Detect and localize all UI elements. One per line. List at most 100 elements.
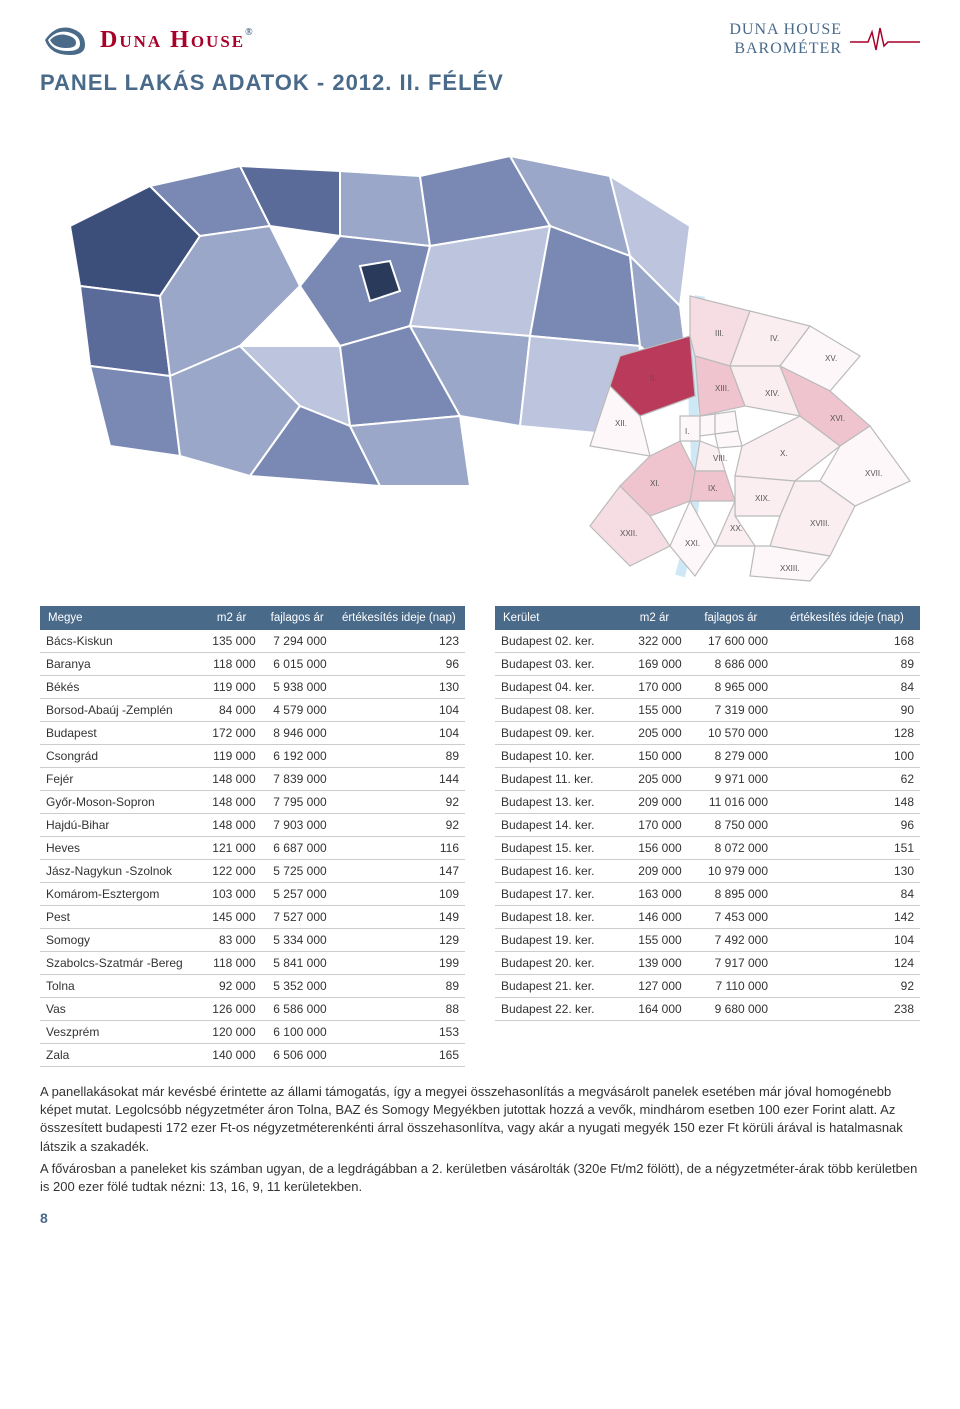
table-row: Komárom-Esztergom103 0005 257 000109 [40,883,465,906]
table-cell: 8 072 000 [688,837,774,860]
table-cell: 10 979 000 [688,860,774,883]
table-row: Tolna92 0005 352 00089 [40,975,465,998]
table-cell: Budapest 19. ker. [495,929,621,952]
table-cell: Heves [40,837,202,860]
table-row: Zala140 0006 506 000165 [40,1044,465,1067]
table-row: Somogy83 0005 334 000129 [40,929,465,952]
table-cell: Tolna [40,975,202,998]
table-cell: 126 000 [202,998,262,1021]
page-title: PANEL LAKÁS ADATOK - 2012. II. félév [40,70,920,96]
col-m2: m2 ár [202,606,262,630]
table-cell: 140 000 [202,1044,262,1067]
table-row: Budapest 13. ker.209 00011 016 000148 [495,791,920,814]
table-row: Fejér148 0007 839 000144 [40,768,465,791]
table-cell: 96 [333,653,465,676]
table-cell: 130 [333,676,465,699]
col-m2-d: m2 ár [621,606,687,630]
svg-text:IX.: IX. [708,484,718,493]
table-row: Jász-Nagykun -Szolnok122 0005 725 000147 [40,860,465,883]
paragraph-1: A panellakásokat már kevésbé érintette a… [40,1083,920,1156]
table-cell: Budapest 22. ker. [495,998,621,1021]
svg-text:XX.: XX. [730,524,743,533]
table-row: Győr-Moson-Sopron148 0007 795 00092 [40,791,465,814]
table-cell: 170 000 [621,814,687,837]
table-row: Csongrád119 0006 192 00089 [40,745,465,768]
table-cell: 7 453 000 [688,906,774,929]
table-row: Heves121 0006 687 000116 [40,837,465,860]
table-cell: 150 000 [621,745,687,768]
table-cell: 84 000 [202,699,262,722]
table-cell: Budapest 10. ker. [495,745,621,768]
brand-line1: DUNA HOUSE [729,20,842,39]
table-cell: 88 [333,998,465,1021]
table-cell: 92 [774,975,920,998]
table-cell: 147 [333,860,465,883]
table-row: Budapest 03. ker.169 0008 686 00089 [495,653,920,676]
table-cell: 238 [774,998,920,1021]
table-cell: 209 000 [621,860,687,883]
table-cell: 7 795 000 [262,791,333,814]
table-cell: Veszprém [40,1021,202,1044]
table-cell: 169 000 [621,653,687,676]
svg-text:XVI.: XVI. [830,414,845,423]
table-cell: 129 [333,929,465,952]
table-cell: Budapest 08. ker. [495,699,621,722]
header-brand: DUNA HOUSE BAROMÉTER [729,20,920,58]
table-row: Bács-Kiskun135 0007 294 000123 [40,630,465,653]
table-cell: 145 000 [202,906,262,929]
table-cell: Budapest 14. ker. [495,814,621,837]
table-cell: Győr-Moson-Sopron [40,791,202,814]
table-cell: 149 [333,906,465,929]
table-cell: Fejér [40,768,202,791]
table-cell: 10 570 000 [688,722,774,745]
logo-icon [40,20,90,60]
table-row: Budapest 04. ker.170 0008 965 00084 [495,676,920,699]
table-cell: 148 000 [202,768,262,791]
table-cell: Budapest 15. ker. [495,837,621,860]
table-cell: 120 000 [202,1021,262,1044]
table-cell: 96 [774,814,920,837]
svg-text:XVIII.: XVIII. [810,519,830,528]
table-row: Pest145 0007 527 000149 [40,906,465,929]
table-cell: 6 192 000 [262,745,333,768]
svg-text:II.: II. [650,374,657,383]
table-cell: 7 917 000 [688,952,774,975]
table-row: Budapest 17. ker.163 0008 895 00084 [495,883,920,906]
table-cell: 135 000 [202,630,262,653]
table-cell: 90 [774,699,920,722]
body-text: A panellakásokat már kevésbé érintette a… [40,1083,920,1196]
table-cell: 104 [333,722,465,745]
table-cell: 164 000 [621,998,687,1021]
table-row: Budapest 19. ker.155 0007 492 000104 [495,929,920,952]
table-cell: 62 [774,768,920,791]
table-cell: Bács-Kiskun [40,630,202,653]
table-cell: 168 [774,630,920,653]
table-cell: 89 [333,975,465,998]
svg-text:III.: III. [715,329,724,338]
table-cell: 148 000 [202,791,262,814]
svg-text:XIII.: XIII. [715,384,729,393]
table-cell: Budapest 02. ker. [495,630,621,653]
svg-text:XV.: XV. [825,354,837,363]
table-row: Budapest 18. ker.146 0007 453 000142 [495,906,920,929]
table-cell: Budapest 20. ker. [495,952,621,975]
table-cell: 92 [333,791,465,814]
table-row: Budapest 08. ker.155 0007 319 00090 [495,699,920,722]
logo-text: Duna House® [100,27,255,54]
table-cell: Budapest [40,722,202,745]
table-cell: Hajdú-Bihar [40,814,202,837]
svg-text:XXII.: XXII. [620,529,637,538]
col-fajlagos: fajlagos ár [262,606,333,630]
col-ertek: értékesítés ideje (nap) [333,606,465,630]
table-cell: 121 000 [202,837,262,860]
table-row: Budapest 20. ker.139 0007 917 000124 [495,952,920,975]
table-cell: 84 [774,883,920,906]
table-cell: 6 015 000 [262,653,333,676]
table-row: Hajdú-Bihar148 0007 903 00092 [40,814,465,837]
table-cell: 123 [333,630,465,653]
table-row: Budapest 21. ker.127 0007 110 00092 [495,975,920,998]
table-cell: 119 000 [202,745,262,768]
table-cell: 7 110 000 [688,975,774,998]
table-cell: 153 [333,1021,465,1044]
paragraph-2: A fővárosban a paneleket kis számban ugy… [40,1160,920,1196]
